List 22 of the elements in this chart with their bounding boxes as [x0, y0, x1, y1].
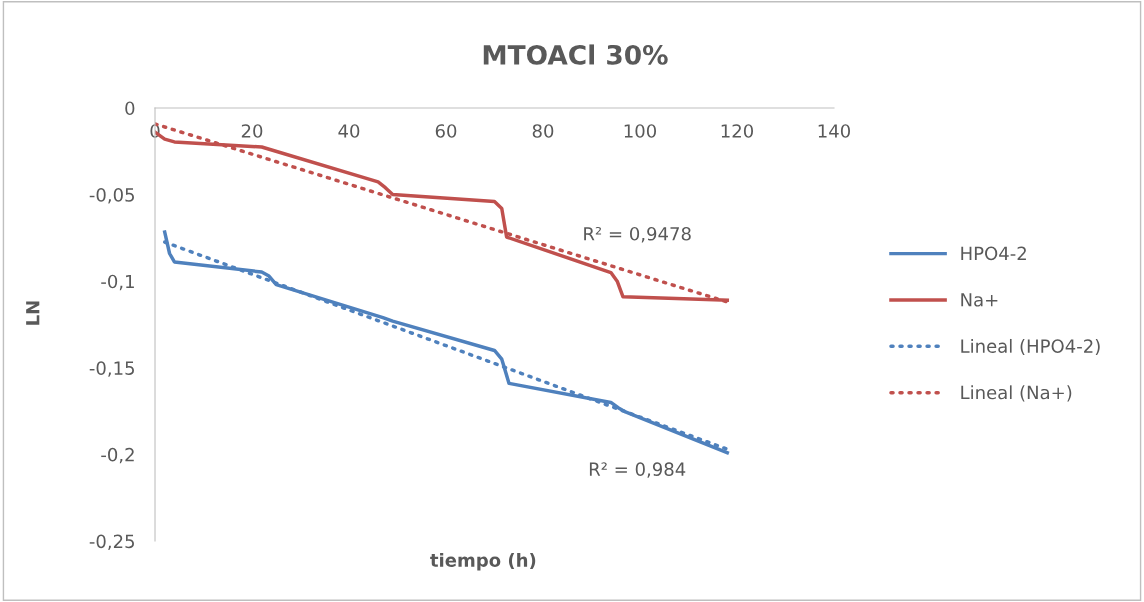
y-axis-title: LN: [26, 301, 40, 325]
legend-label: Na+: [961, 293, 998, 307]
y-tick-label: -0,2: [101, 447, 134, 464]
legend-label: HPO4-2: [961, 246, 1026, 261]
legend-label: Lineal (Na+): [961, 385, 1072, 402]
annotation: R² = 0,9478: [584, 226, 691, 243]
y-tick-label: -0,25: [89, 534, 134, 550]
x-tick-label: 80: [532, 124, 554, 138]
y-tick-label: -0,05: [89, 188, 134, 204]
x-tick-label: 140: [818, 124, 851, 138]
legend-label: Lineal (HPO4-2): [961, 338, 1100, 356]
x-axis-title: tiempo (h): [430, 552, 536, 571]
x-tick-label: 20: [241, 124, 263, 138]
chart-title: MTOACl 30%: [483, 44, 668, 65]
y-tick-label: -0,15: [89, 361, 134, 377]
x-tick-label: 40: [338, 124, 360, 138]
x-tick-label: 60: [435, 124, 457, 138]
y-tick-label: -0,1: [101, 274, 134, 291]
annotation: R² = 0,984: [589, 462, 686, 478]
x-tick-label: 100: [624, 124, 657, 138]
y-tick-label: 0: [125, 101, 135, 116]
x-tick-label: 120: [721, 124, 754, 138]
